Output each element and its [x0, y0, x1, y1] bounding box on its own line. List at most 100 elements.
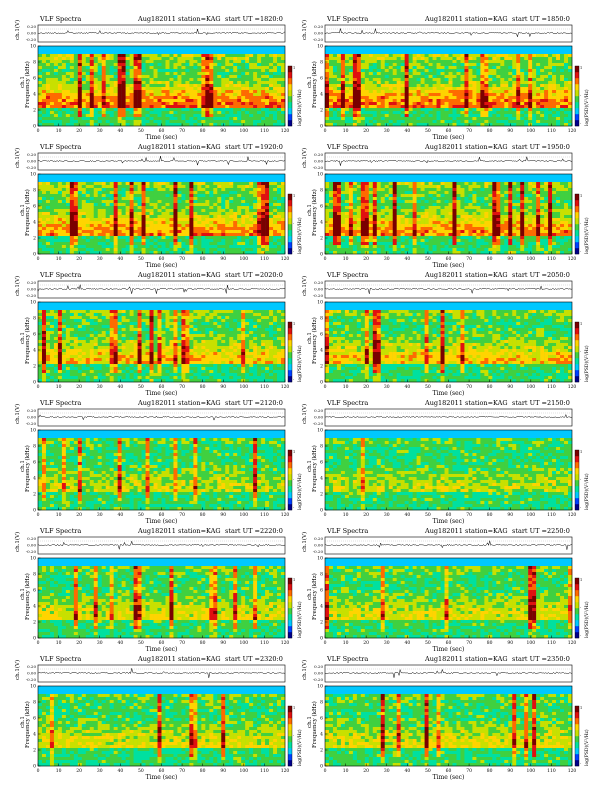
- spectrogram-cell: [89, 242, 94, 246]
- spectrogram-cell: [149, 245, 154, 249]
- spectrogram-cell: [404, 111, 409, 115]
- spectrogram-cell: [133, 227, 138, 231]
- spectrogram-cell: [225, 120, 230, 124]
- spectrogram-cell: [89, 78, 94, 82]
- spectrogram-cell: [145, 248, 150, 252]
- spectrogram-cell: [249, 212, 254, 216]
- spectrogram-cell: [468, 93, 473, 97]
- spectrogram-cell: [93, 227, 98, 231]
- spectrogram-cell: [201, 212, 206, 216]
- spectrogram-cell: [257, 227, 262, 231]
- spectrogram-cell: [189, 215, 194, 219]
- spectrogram-cell: [556, 114, 561, 118]
- spectrogram-cell: [277, 251, 282, 255]
- spectrogram-cell: [193, 57, 198, 61]
- spectrogram-cell: [45, 75, 51, 79]
- spectrogram-cell: [340, 230, 346, 234]
- spectrogram-cell: [161, 197, 166, 201]
- spectrogram-cell: [121, 233, 126, 237]
- spectrogram-cell: [129, 111, 134, 115]
- spectrogram-cell: [281, 230, 286, 234]
- spectrogram-cell: [277, 188, 282, 192]
- spectrogram-cell: [181, 239, 186, 243]
- spectrogram-cell: [205, 108, 210, 112]
- spectrogram-cell: [368, 75, 373, 79]
- spectrogram-cell: [225, 63, 230, 67]
- spectrogram-cell: [57, 114, 63, 118]
- spectrogram-cell: [277, 72, 282, 76]
- spectrogram-cell: [145, 117, 150, 121]
- spectrogram-cell: [336, 188, 342, 192]
- spectrogram-cell: [548, 60, 553, 64]
- spectrogram-cell: [249, 78, 254, 82]
- spectrogram-cell: [53, 230, 59, 234]
- spectrogram-cell: [113, 221, 118, 225]
- spectrogram-cell: [456, 123, 461, 127]
- spectrogram-cell: [101, 203, 106, 207]
- spectrogram-cell: [384, 66, 389, 70]
- spectrogram-cell: [113, 248, 118, 252]
- spectrogram-cell: [344, 251, 350, 255]
- spectrogram-cell: [496, 72, 501, 76]
- spectrogram-cell: [424, 84, 429, 88]
- spectrogram-cell: [77, 230, 83, 234]
- spectrogram-cell: [125, 111, 130, 115]
- spectrogram-cell: [448, 60, 453, 64]
- spectrogram-cell: [85, 227, 90, 231]
- spectrogram-cell: [77, 206, 83, 210]
- time-tick-label: 70: [179, 128, 185, 134]
- spectrogram-cell: [536, 105, 541, 109]
- spectrogram-cell: [428, 75, 433, 79]
- spectrogram-cell: [205, 69, 210, 73]
- spectrogram-cell: [149, 54, 154, 58]
- spectrogram-cell: [245, 111, 250, 115]
- spectrogram-cell: [281, 191, 286, 195]
- spectrogram-cell: [340, 84, 346, 88]
- spectrogram-cell: [45, 251, 51, 255]
- spectrogram-cell: [181, 236, 186, 240]
- spectrogram-cell: [81, 188, 86, 192]
- spectrogram-cell: [189, 218, 194, 222]
- spectrogram-cell: [209, 111, 214, 115]
- spectrogram-cell: [344, 197, 350, 201]
- spectrogram-cell: [492, 96, 497, 100]
- spectrogram-cell: [153, 99, 158, 103]
- spectrogram-cell: [500, 111, 505, 115]
- spectrogram-cell: [189, 63, 194, 67]
- spectrogram-cell: [145, 123, 150, 127]
- spectrogram-cell: [328, 230, 334, 234]
- spectrogram-cell: [412, 54, 417, 58]
- spectrogram-cell: [233, 236, 238, 240]
- spectrogram-cell: [133, 123, 138, 127]
- spectrogram-cell: [93, 212, 98, 216]
- spectrogram-cell: [448, 102, 453, 106]
- waveform-tick-label: -0.20: [26, 165, 37, 170]
- spectrogram-cell: [556, 72, 561, 76]
- spectrogram-cell: [93, 108, 98, 112]
- spectrogram-cell: [336, 72, 342, 76]
- spectrogram-cell: [85, 215, 90, 219]
- spectrogram-cell: [500, 99, 505, 103]
- spectrogram-cell: [181, 248, 186, 252]
- spectrogram-cell: [181, 105, 186, 109]
- spectrogram-cell: [145, 66, 150, 70]
- spectrogram-cell: [392, 54, 397, 58]
- time-tick-label: 0: [37, 128, 40, 134]
- spectrogram-cell: [141, 54, 146, 58]
- spectrogram-cell: [420, 96, 425, 100]
- spectrogram-cell: [73, 78, 79, 82]
- spectrogram-cell: [564, 90, 569, 94]
- spectrogram-cell: [528, 60, 533, 64]
- spectrogram-cell: [396, 105, 401, 109]
- spectrogram-cell: [233, 111, 238, 115]
- spectrogram-cell: [133, 84, 138, 88]
- spectrogram-cell: [45, 236, 51, 240]
- spectrogram-cell: [396, 93, 401, 97]
- spectrogram-cell: [109, 66, 114, 70]
- spectrogram-cell: [121, 224, 126, 228]
- spectrogram-cell: [332, 197, 338, 201]
- spectrogram-cell: [193, 78, 198, 82]
- spectrogram-cell: [424, 108, 429, 112]
- spectrogram-cell: [38, 227, 43, 231]
- spectrogram-cell: [121, 102, 126, 106]
